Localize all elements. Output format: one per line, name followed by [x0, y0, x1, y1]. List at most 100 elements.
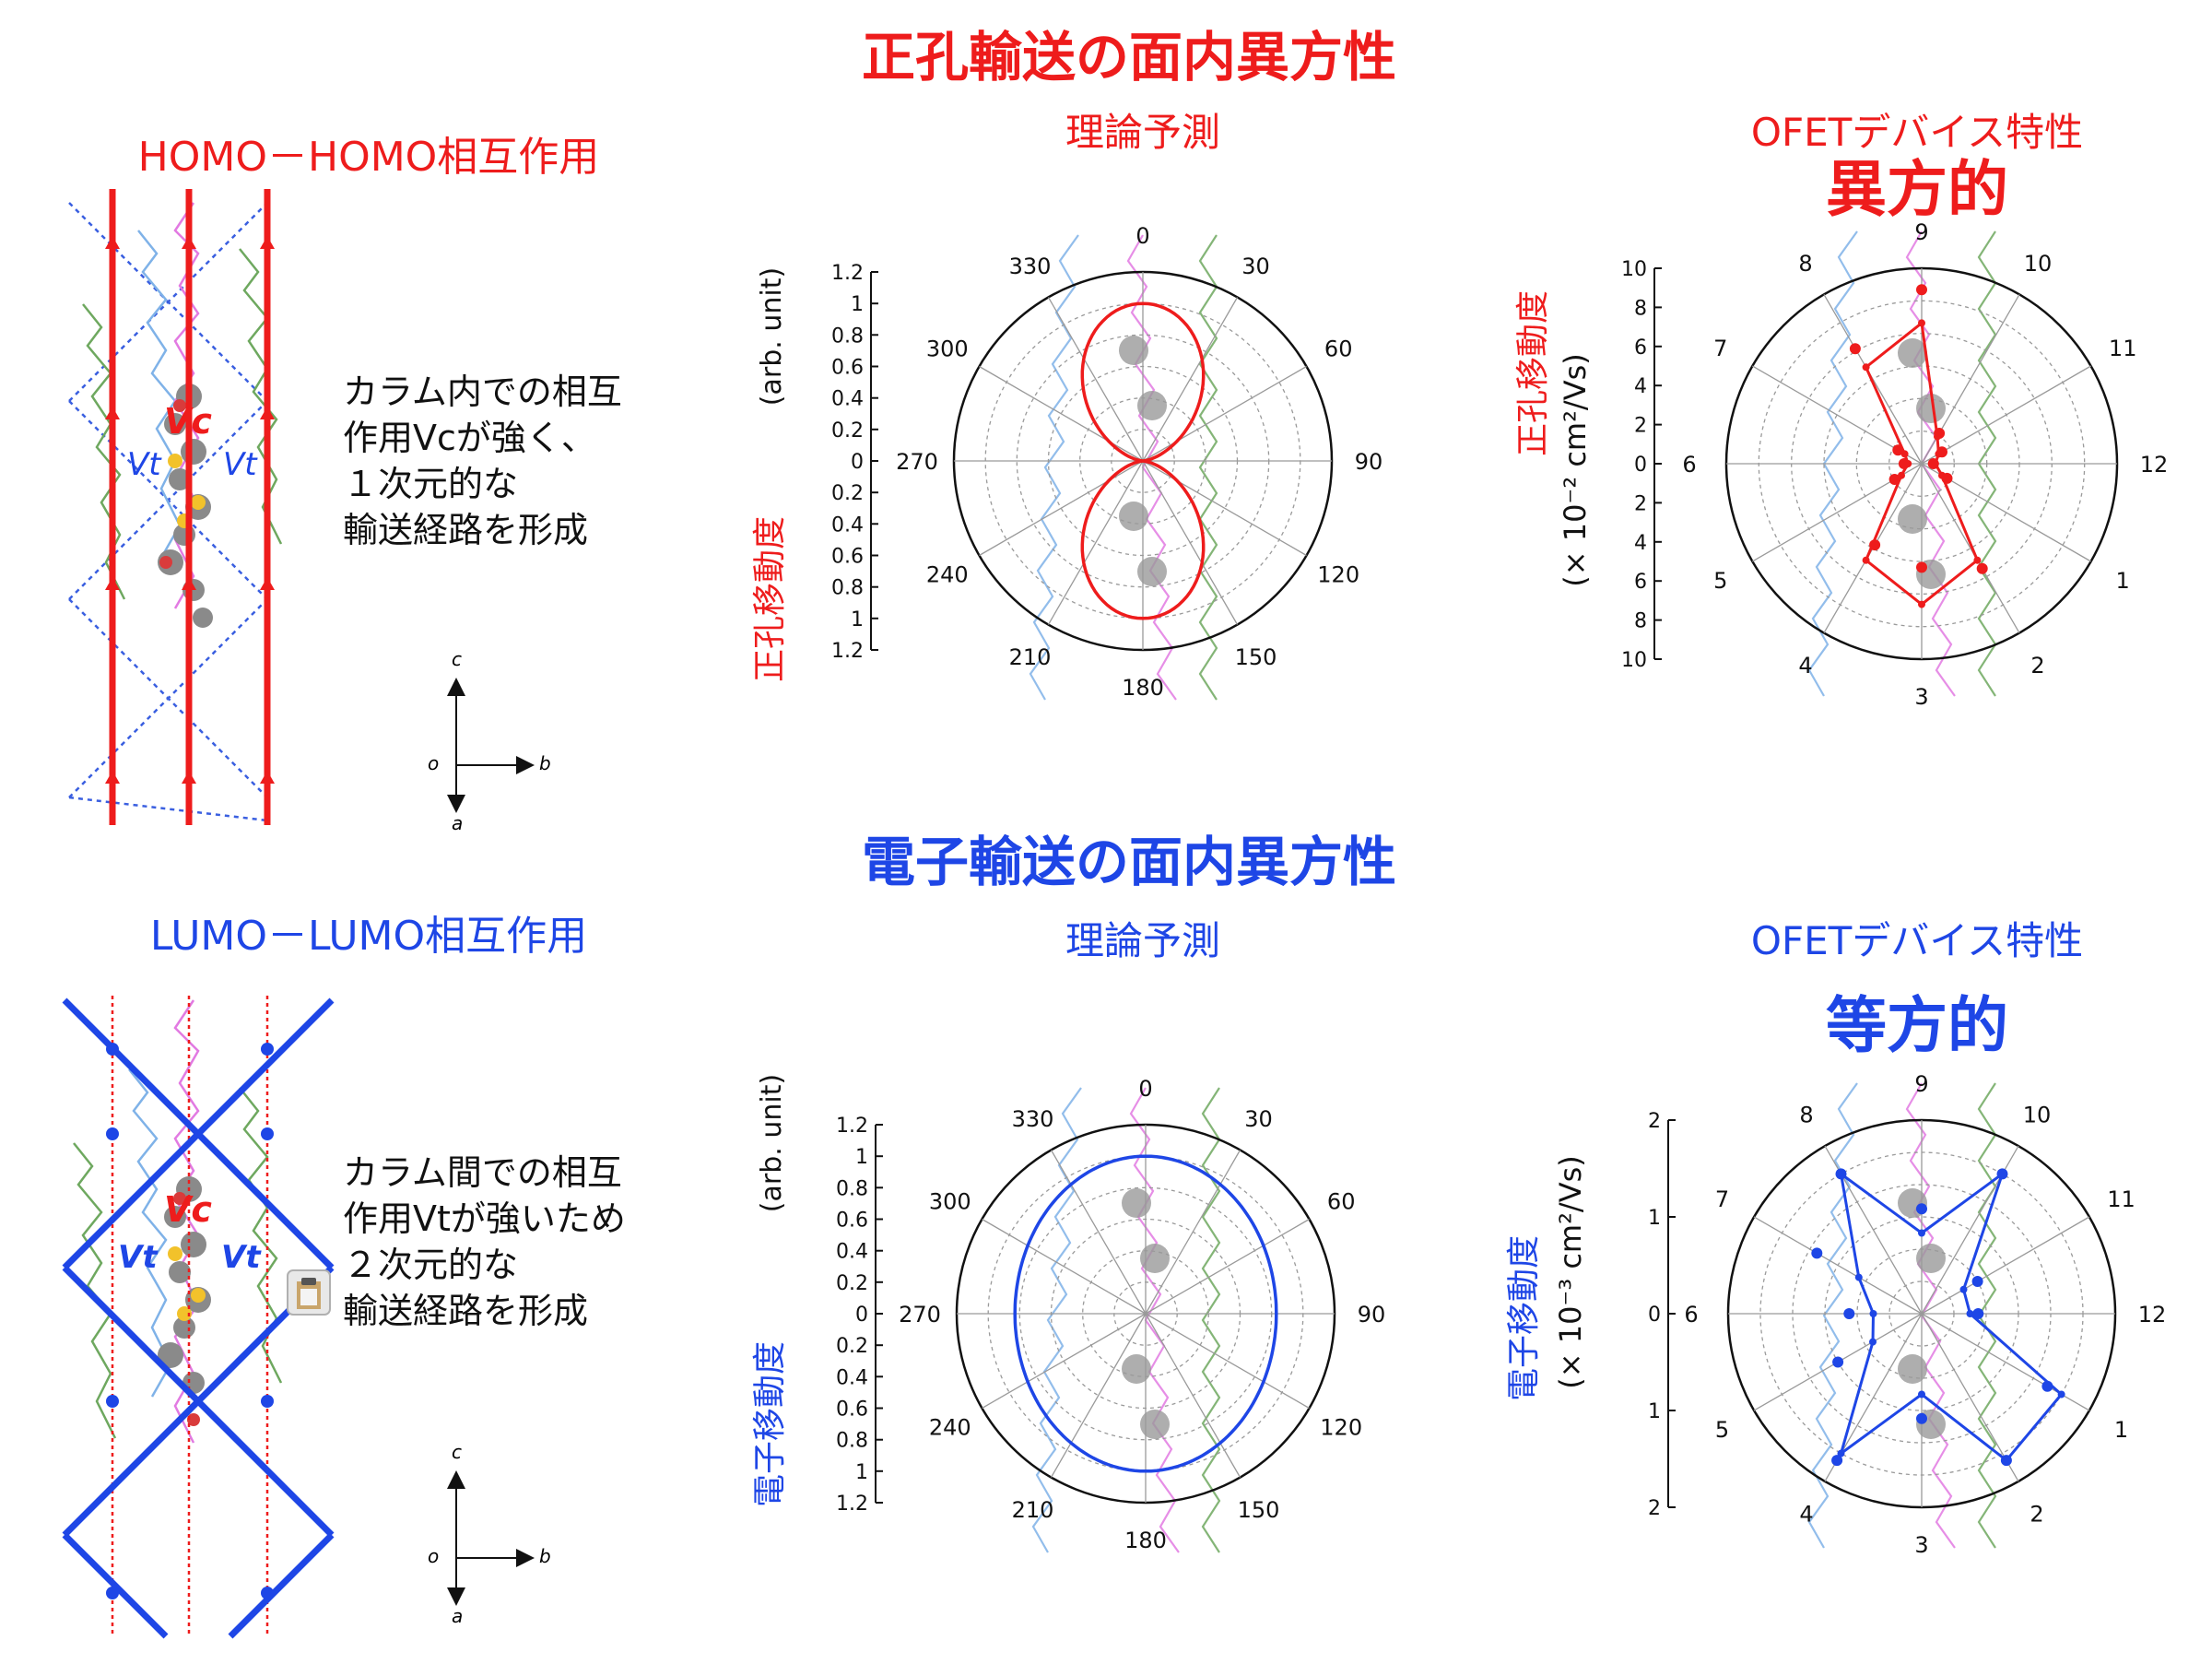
clipboard-icon[interactable] — [287, 1269, 331, 1316]
angle-tick-label: 8 — [1799, 1103, 1813, 1128]
measured-point — [1927, 458, 1939, 469]
hole-theory-ylabel: 正孔移動度 — [751, 516, 789, 682]
angle-tick-label: 150 — [1238, 1497, 1280, 1523]
polar-spoke — [982, 1313, 1147, 1410]
axis-a-label-2: a — [452, 1605, 463, 1627]
angle-tick-label: 90 — [1355, 449, 1383, 475]
hole-section-title: 正孔輸送の面内異方性 — [862, 26, 1396, 89]
angle-tick-label: 300 — [929, 1189, 971, 1215]
radial-tick-label: 0.6 — [836, 1398, 868, 1422]
measured-point — [1888, 474, 1900, 485]
radial-tick-label: 2 — [1648, 1110, 1661, 1133]
angle-tick-label: 3 — [1914, 684, 1928, 710]
molecule-atom — [1140, 1244, 1170, 1273]
molecule-atom — [1122, 1354, 1151, 1384]
radial-tick-label: 0.4 — [836, 1366, 868, 1389]
polar-spoke — [1047, 297, 1144, 462]
polar-spoke — [1145, 1313, 1310, 1410]
hole-theory-polar-chart: 0 30 60 90 120 150 180 210 240 270 300 330 1.2 1 0.8 0.… — [831, 223, 1382, 701]
radial-tick-label: 0.8 — [836, 1177, 868, 1200]
radial-tick-label: 0.6 — [831, 357, 864, 380]
measured-point — [1849, 343, 1861, 355]
crystal-trace — [1031, 1087, 1082, 1553]
polar-spoke — [979, 365, 1144, 462]
angle-tick-label: 11 — [2109, 336, 2137, 361]
lumo-interaction-title: LUMO－LUMO相互作用 — [150, 913, 587, 960]
hole-vc-label: Vc — [164, 401, 212, 442]
axis-c-label: c — [452, 648, 462, 670]
hole-theory-ylabel-unit: (arb. unit) — [756, 267, 788, 406]
electron-desc-line-2: 作用Vtが強いため — [343, 1198, 626, 1239]
molecule-atom — [1916, 394, 1946, 423]
radial-tick-label: 0.2 — [836, 1335, 868, 1358]
measured-point — [1811, 1247, 1823, 1259]
angle-tick-label: 240 — [929, 1415, 971, 1441]
measured-point — [1916, 1412, 1927, 1424]
angle-tick-label: 300 — [926, 336, 969, 362]
polar-spoke — [1142, 460, 1239, 625]
radial-tick-label: 0.6 — [831, 546, 864, 569]
molecule-atom — [1119, 502, 1148, 531]
mobility-polygon — [1838, 1170, 2064, 1463]
electron-desc-line-3: ２次元的な — [343, 1245, 518, 1285]
hole-desc-line-2: 作用Vcが強く、 — [343, 418, 596, 458]
theory-curve — [1080, 301, 1206, 620]
angle-tick-label: 9 — [1914, 1071, 1928, 1097]
electron-section-title: 電子輸送の面内異方性 — [862, 831, 1396, 893]
polar-spoke — [1142, 365, 1307, 462]
radial-tick-label: 0.6 — [836, 1210, 868, 1233]
measured-point — [1843, 1308, 1855, 1319]
hole-desc-line-4: 輸送経路を形成 — [343, 510, 588, 550]
axis-o-label: o — [428, 752, 439, 774]
polar-spoke — [1050, 1150, 1147, 1315]
electron-vt-left-label: Vt — [118, 1239, 159, 1276]
radial-tick-label: 1 — [1648, 1400, 1661, 1423]
measured-point — [1831, 1455, 1843, 1467]
angle-tick-label: 30 — [1241, 254, 1270, 279]
radial-tick-label: 0.4 — [831, 513, 864, 537]
angle-tick-label: 1 — [2116, 568, 2130, 594]
polar-spoke — [1050, 1313, 1147, 1478]
hole-device-title: OFETデバイス特性 — [1751, 110, 2083, 155]
electron-theory-ylabel: 電子移動度 — [751, 1341, 789, 1507]
molecule-atom — [1119, 336, 1148, 365]
electron-axis-indicator: c o b a — [428, 1441, 551, 1627]
polar-spoke — [1047, 460, 1144, 625]
angle-tick-label: 210 — [1012, 1497, 1054, 1523]
angle-tick-label: 0 — [1135, 223, 1149, 249]
radial-tick-label: 1 — [851, 608, 864, 631]
angle-tick-label: 6 — [1682, 452, 1696, 478]
electron-crystal-diagram: Vc Vt Vt — [62, 996, 335, 1639]
angle-tick-label: 30 — [1244, 1106, 1273, 1132]
molecule-atom — [1916, 1244, 1946, 1273]
polar-spoke — [1145, 1150, 1241, 1315]
hole-vt-left-label: Vt — [127, 446, 162, 483]
measured-point — [1892, 444, 1904, 456]
crystal-trace — [1029, 234, 1079, 701]
angle-tick-label: 7 — [1713, 336, 1727, 361]
radial-tick-label: 1 — [855, 1146, 868, 1169]
molecule-atom — [1898, 1354, 1927, 1384]
polar-spoke — [1142, 460, 1307, 557]
radial-tick-label: 8 — [1634, 297, 1647, 320]
angle-tick-label: 90 — [1358, 1302, 1386, 1328]
theory-curve — [1013, 1154, 1278, 1473]
measured-point — [1832, 1356, 1844, 1368]
measured-point — [1936, 446, 1947, 458]
electron-theory-polar-chart: 0 30 60 90 120 150 180 210 240 270 300 330 1.2 1 0.8 0.… — [836, 1076, 1385, 1553]
radial-tick-label: 1.2 — [836, 1493, 868, 1516]
molecule-atom — [1140, 1410, 1170, 1439]
angle-tick-label: 5 — [1713, 568, 1727, 594]
angle-tick-label: 7 — [1715, 1186, 1729, 1212]
hole-vt-right-label: Vt — [223, 446, 258, 483]
polar-spoke — [982, 1218, 1147, 1315]
polar-spoke — [1921, 463, 2020, 633]
angle-tick-label: 6 — [1684, 1302, 1698, 1328]
radial-tick-label: 1.2 — [836, 1115, 868, 1138]
axis-c-label-2: c — [452, 1441, 462, 1463]
measured-point — [2041, 1380, 2053, 1392]
axis-a-label: a — [452, 812, 463, 834]
measured-point — [1916, 561, 1927, 573]
radial-tick-label: 0.2 — [831, 419, 864, 443]
axis-b-label-2: b — [539, 1545, 551, 1567]
